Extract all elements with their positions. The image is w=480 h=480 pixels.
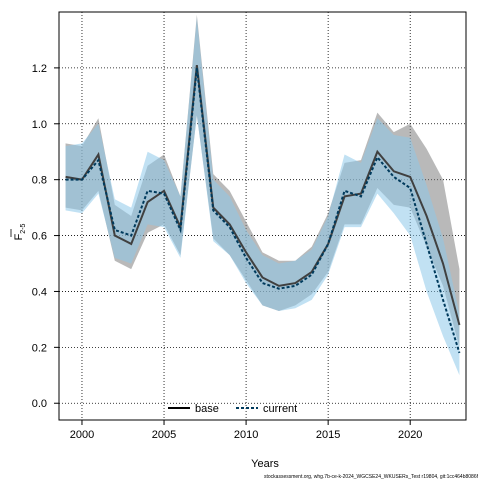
y-axis-label-main: F2-5 [13, 223, 27, 240]
legend-base-label: base [195, 403, 219, 415]
x-tick-label: 2020 [398, 429, 422, 441]
band-current [65, 17, 460, 376]
x-tick-label: 2010 [234, 429, 258, 441]
x-tick-label: 2000 [70, 429, 94, 441]
y-tick-label: 0.4 [32, 286, 47, 298]
y-tick-label: 0.6 [32, 231, 47, 243]
legend: base current [168, 403, 297, 415]
x-axis-label: Years [251, 458, 279, 470]
y-tick-label: 0.0 [32, 398, 47, 410]
plot-frame [58, 11, 467, 421]
y-axis-ticks: 0.0 0.2 0.4 0.6 0.8 1.0 1.2 [32, 63, 59, 410]
y-tick-label: 1.2 [32, 63, 47, 75]
x-axis-ticks: 2000 2005 2010 2015 2020 [70, 420, 422, 441]
y-axis-label: F2-5 [10, 223, 27, 240]
y-axis-label-subscript: 2-5 [20, 223, 27, 233]
line-current [65, 67, 461, 354]
y-tick-label: 0.2 [32, 342, 47, 354]
y-axis-label-symbol: F [13, 233, 25, 240]
x-tick-label: 2005 [152, 429, 176, 441]
footer-text: stockassessment.org, whg.7b-ce-k-2024_WG… [264, 474, 479, 480]
confidence-bands [65, 14, 460, 376]
x-tick-label: 2015 [316, 429, 340, 441]
y-tick-label: 0.8 [32, 175, 47, 187]
line-base [65, 64, 461, 326]
legend-current-label: current [263, 403, 297, 415]
series-lines [65, 64, 461, 354]
y-tick-label: 1.0 [32, 119, 47, 131]
